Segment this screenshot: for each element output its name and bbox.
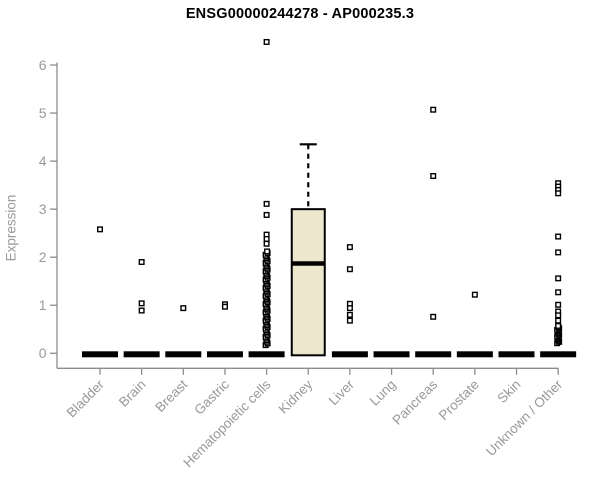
y-tick-label: 6 — [39, 57, 47, 73]
outlier-point-unknown-other — [555, 301, 562, 308]
x-tick-label-bladder: Bladder — [64, 376, 108, 420]
flat-box-hematopoietic-cells — [248, 351, 285, 358]
x-tick-label-breast: Breast — [152, 377, 190, 415]
outlier-point-liver — [346, 266, 353, 273]
outlier-point-breast — [180, 305, 187, 312]
x-tick-label-liver: Liver — [326, 376, 358, 408]
outlier-point-gastric — [221, 303, 228, 310]
x-tick-label-brain: Brain — [116, 377, 149, 410]
outlier-point-hematopoietic-cells — [263, 211, 270, 218]
outlier-point-pancreas — [430, 313, 437, 320]
outlier-point-unknown-other — [555, 249, 562, 256]
outlier-point-unknown-other — [555, 190, 562, 197]
flat-box-pancreas — [415, 351, 452, 358]
y-tick-label: 0 — [39, 345, 47, 361]
x-tick-label-gastric: Gastric — [191, 377, 232, 418]
y-tick-label: 5 — [39, 105, 47, 121]
outlier-point-prostate — [471, 291, 478, 298]
x-tick-label-pancreas: Pancreas — [389, 377, 440, 428]
flat-box-liver — [331, 351, 368, 358]
outlier-point-hematopoietic-cells — [263, 240, 270, 247]
outlier-point-unknown-other — [555, 322, 562, 329]
flat-box-prostate — [456, 351, 493, 358]
outlier-point-hematopoietic-cells — [263, 235, 270, 242]
x-tick-label-unknown-other: Unknown / Other — [483, 376, 566, 459]
flat-box-lung — [373, 351, 410, 358]
outlier-point-bladder — [96, 226, 103, 233]
x-tick-label-lung: Lung — [367, 377, 399, 409]
outlier-point-liver — [346, 317, 353, 324]
outlier-point-unknown-other — [555, 275, 562, 282]
outlier-point-liver — [346, 305, 353, 312]
outlier-point-hematopoietic-cells — [263, 38, 270, 45]
outlier-point-hematopoietic-cells — [264, 248, 271, 255]
y-tick-label: 2 — [39, 249, 47, 265]
y-tick-label: 4 — [39, 153, 47, 169]
outlier-point-liver — [346, 244, 353, 251]
outlier-point-brain — [138, 307, 145, 314]
y-tick-label: 3 — [39, 201, 47, 217]
outlier-point-brain — [138, 300, 145, 307]
outlier-point-hematopoietic-cells — [263, 200, 270, 207]
flat-box-bladder — [82, 351, 118, 358]
outlier-point-unknown-other — [555, 233, 562, 240]
x-tick-label-prostate: Prostate — [436, 377, 482, 423]
outlier-point-unknown-other — [555, 289, 562, 296]
x-tick-label-skin: Skin — [494, 377, 523, 406]
outlier-point-unknown-other — [555, 312, 562, 319]
outlier-point-unknown-other — [555, 317, 562, 324]
outlier-point-brain — [138, 259, 145, 266]
x-tick-label-kidney: Kidney — [276, 377, 316, 417]
outlier-point-pancreas — [430, 173, 437, 180]
flat-box-gastric — [206, 351, 243, 358]
box-kidney — [290, 208, 326, 357]
flat-box-brain — [123, 351, 160, 358]
flat-box-breast — [165, 351, 202, 358]
flat-box-skin — [498, 351, 535, 358]
outlier-point-liver — [346, 311, 353, 318]
flat-box-unknown-other — [540, 351, 577, 358]
outlier-point-pancreas — [430, 106, 437, 113]
chart-title: ENSG00000244278 - AP000235.3 — [185, 6, 415, 22]
y-tick-label: 1 — [39, 297, 47, 313]
